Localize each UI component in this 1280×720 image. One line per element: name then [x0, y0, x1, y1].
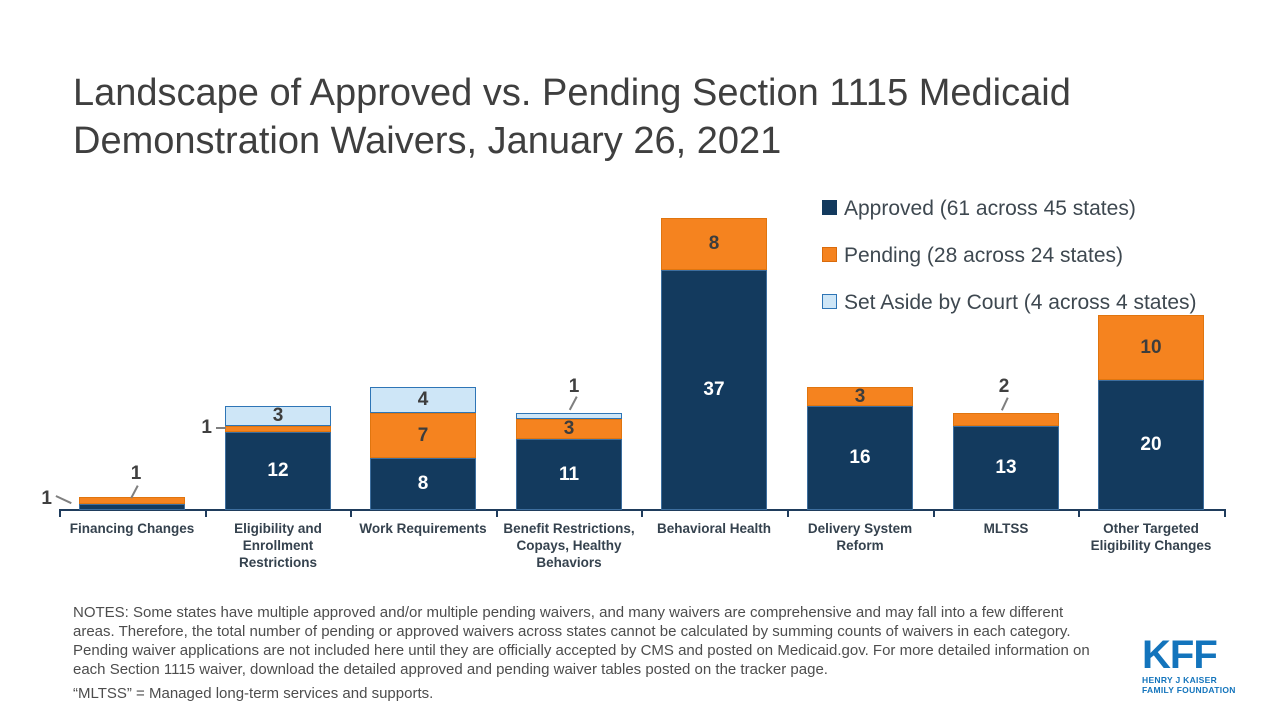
bar-segment-approved — [225, 432, 331, 510]
data-label: 11 — [558, 463, 580, 485]
data-label: 8 — [708, 232, 720, 254]
bar-segment-pending — [1098, 315, 1204, 380]
kff-logo: KFF HENRY J KAISER FAMILY FOUNDATION — [1142, 633, 1236, 695]
chart-legend: Approved (61 across 45 states) Pending (2… — [822, 197, 1197, 338]
abbreviation-note: “MLTSS” = Managed long-term services and… — [73, 685, 434, 702]
legend-label: Pending (28 across 24 states) — [844, 244, 1123, 267]
bar-segment-approved — [953, 425, 1059, 510]
data-label: 8 — [417, 473, 429, 494]
x-axis-label: Work Requirements — [359, 521, 487, 536]
bar-segment-set-aside — [225, 406, 331, 426]
data-label: 1 — [201, 417, 212, 438]
leader-line — [569, 396, 578, 411]
legend-swatch — [822, 247, 837, 262]
bar-segment-set-aside — [516, 412, 622, 419]
data-label: 20 — [1140, 434, 1162, 455]
bar-segment-pending — [807, 386, 913, 406]
legend-label: Set Aside by Court (4 across 4 states) — [844, 291, 1197, 314]
x-axis-label: Delivery System Reform — [807, 521, 913, 553]
leader-line — [1001, 397, 1009, 411]
bar-segment-pending — [370, 412, 476, 458]
x-axis-tick — [787, 509, 789, 517]
bar-segment-set-aside — [370, 386, 476, 413]
page-title: Landscape of Approved vs. Pending Sectio… — [73, 72, 1071, 163]
x-axis-tick — [933, 509, 935, 517]
data-label: 1 — [130, 463, 142, 484]
data-label: 1 — [41, 488, 52, 509]
kff-logo-subtext-2: FAMILY FOUNDATION — [1142, 685, 1236, 695]
data-label: 16 — [849, 447, 871, 468]
data-label: 10 — [1140, 337, 1162, 358]
x-axis-tick — [641, 509, 643, 517]
data-label: 7 — [417, 424, 429, 446]
legend-item: Set Aside by Court (4 across 4 states) — [822, 291, 1197, 315]
leader-line — [216, 427, 226, 429]
data-label: 12 — [267, 460, 289, 481]
x-axis-tick — [350, 509, 352, 517]
notes-text: NOTES: Some states have multiple approve… — [73, 604, 1090, 678]
data-label: 3 — [854, 385, 866, 407]
kff-logo-subtext-1: HENRY J KAISER — [1142, 675, 1218, 685]
data-label: 4 — [417, 388, 429, 410]
x-axis-label: Eligibility and Enrollment Restrictions — [234, 521, 322, 570]
x-axis-label: Behavioral Health — [656, 521, 772, 536]
x-axis-tick — [496, 509, 498, 517]
legend-item: Approved (61 across 45 states) — [822, 197, 1197, 221]
x-axis-tick — [205, 509, 207, 517]
bar-segment-approved — [661, 269, 767, 510]
x-axis-label: Other Targeted Eligibility Changes — [1090, 521, 1212, 553]
data-label: 3 — [272, 405, 284, 426]
bar-segment-approved — [370, 458, 476, 510]
x-axis-tick — [59, 509, 61, 517]
leader-line — [55, 495, 72, 504]
bar-segment-pending — [225, 425, 331, 432]
bar-segment-approved — [1098, 380, 1204, 510]
legend-label: Approved (61 across 45 states) — [844, 197, 1136, 220]
data-label: 2 — [998, 376, 1010, 397]
bar-segment-pending — [661, 217, 767, 270]
bar-segment-pending — [516, 419, 622, 439]
bar-segment-pending — [953, 412, 1059, 426]
bar-segment-approved — [516, 438, 622, 510]
legend-swatch — [822, 200, 837, 215]
legend-swatch — [822, 294, 837, 309]
x-axis-label: MLTSS — [983, 521, 1029, 536]
x-axis-tick — [1224, 509, 1226, 517]
x-axis-label: Financing Changes — [69, 521, 195, 536]
data-label: 37 — [703, 378, 725, 400]
data-label: 1 — [568, 376, 580, 397]
x-axis-label: Benefit Restrictions, Copays, Healthy Be… — [503, 521, 635, 570]
kff-logo-text: KFF — [1142, 633, 1218, 677]
data-label: 13 — [995, 456, 1017, 478]
data-label: 3 — [563, 418, 575, 439]
bar-segment-approved — [79, 503, 185, 510]
x-axis-tick — [1078, 509, 1080, 517]
bar-segment-approved — [807, 406, 913, 510]
legend-item: Pending (28 across 24 states) — [822, 244, 1197, 268]
notes-section: NOTES: Some states have multiple approve… — [73, 603, 1103, 703]
